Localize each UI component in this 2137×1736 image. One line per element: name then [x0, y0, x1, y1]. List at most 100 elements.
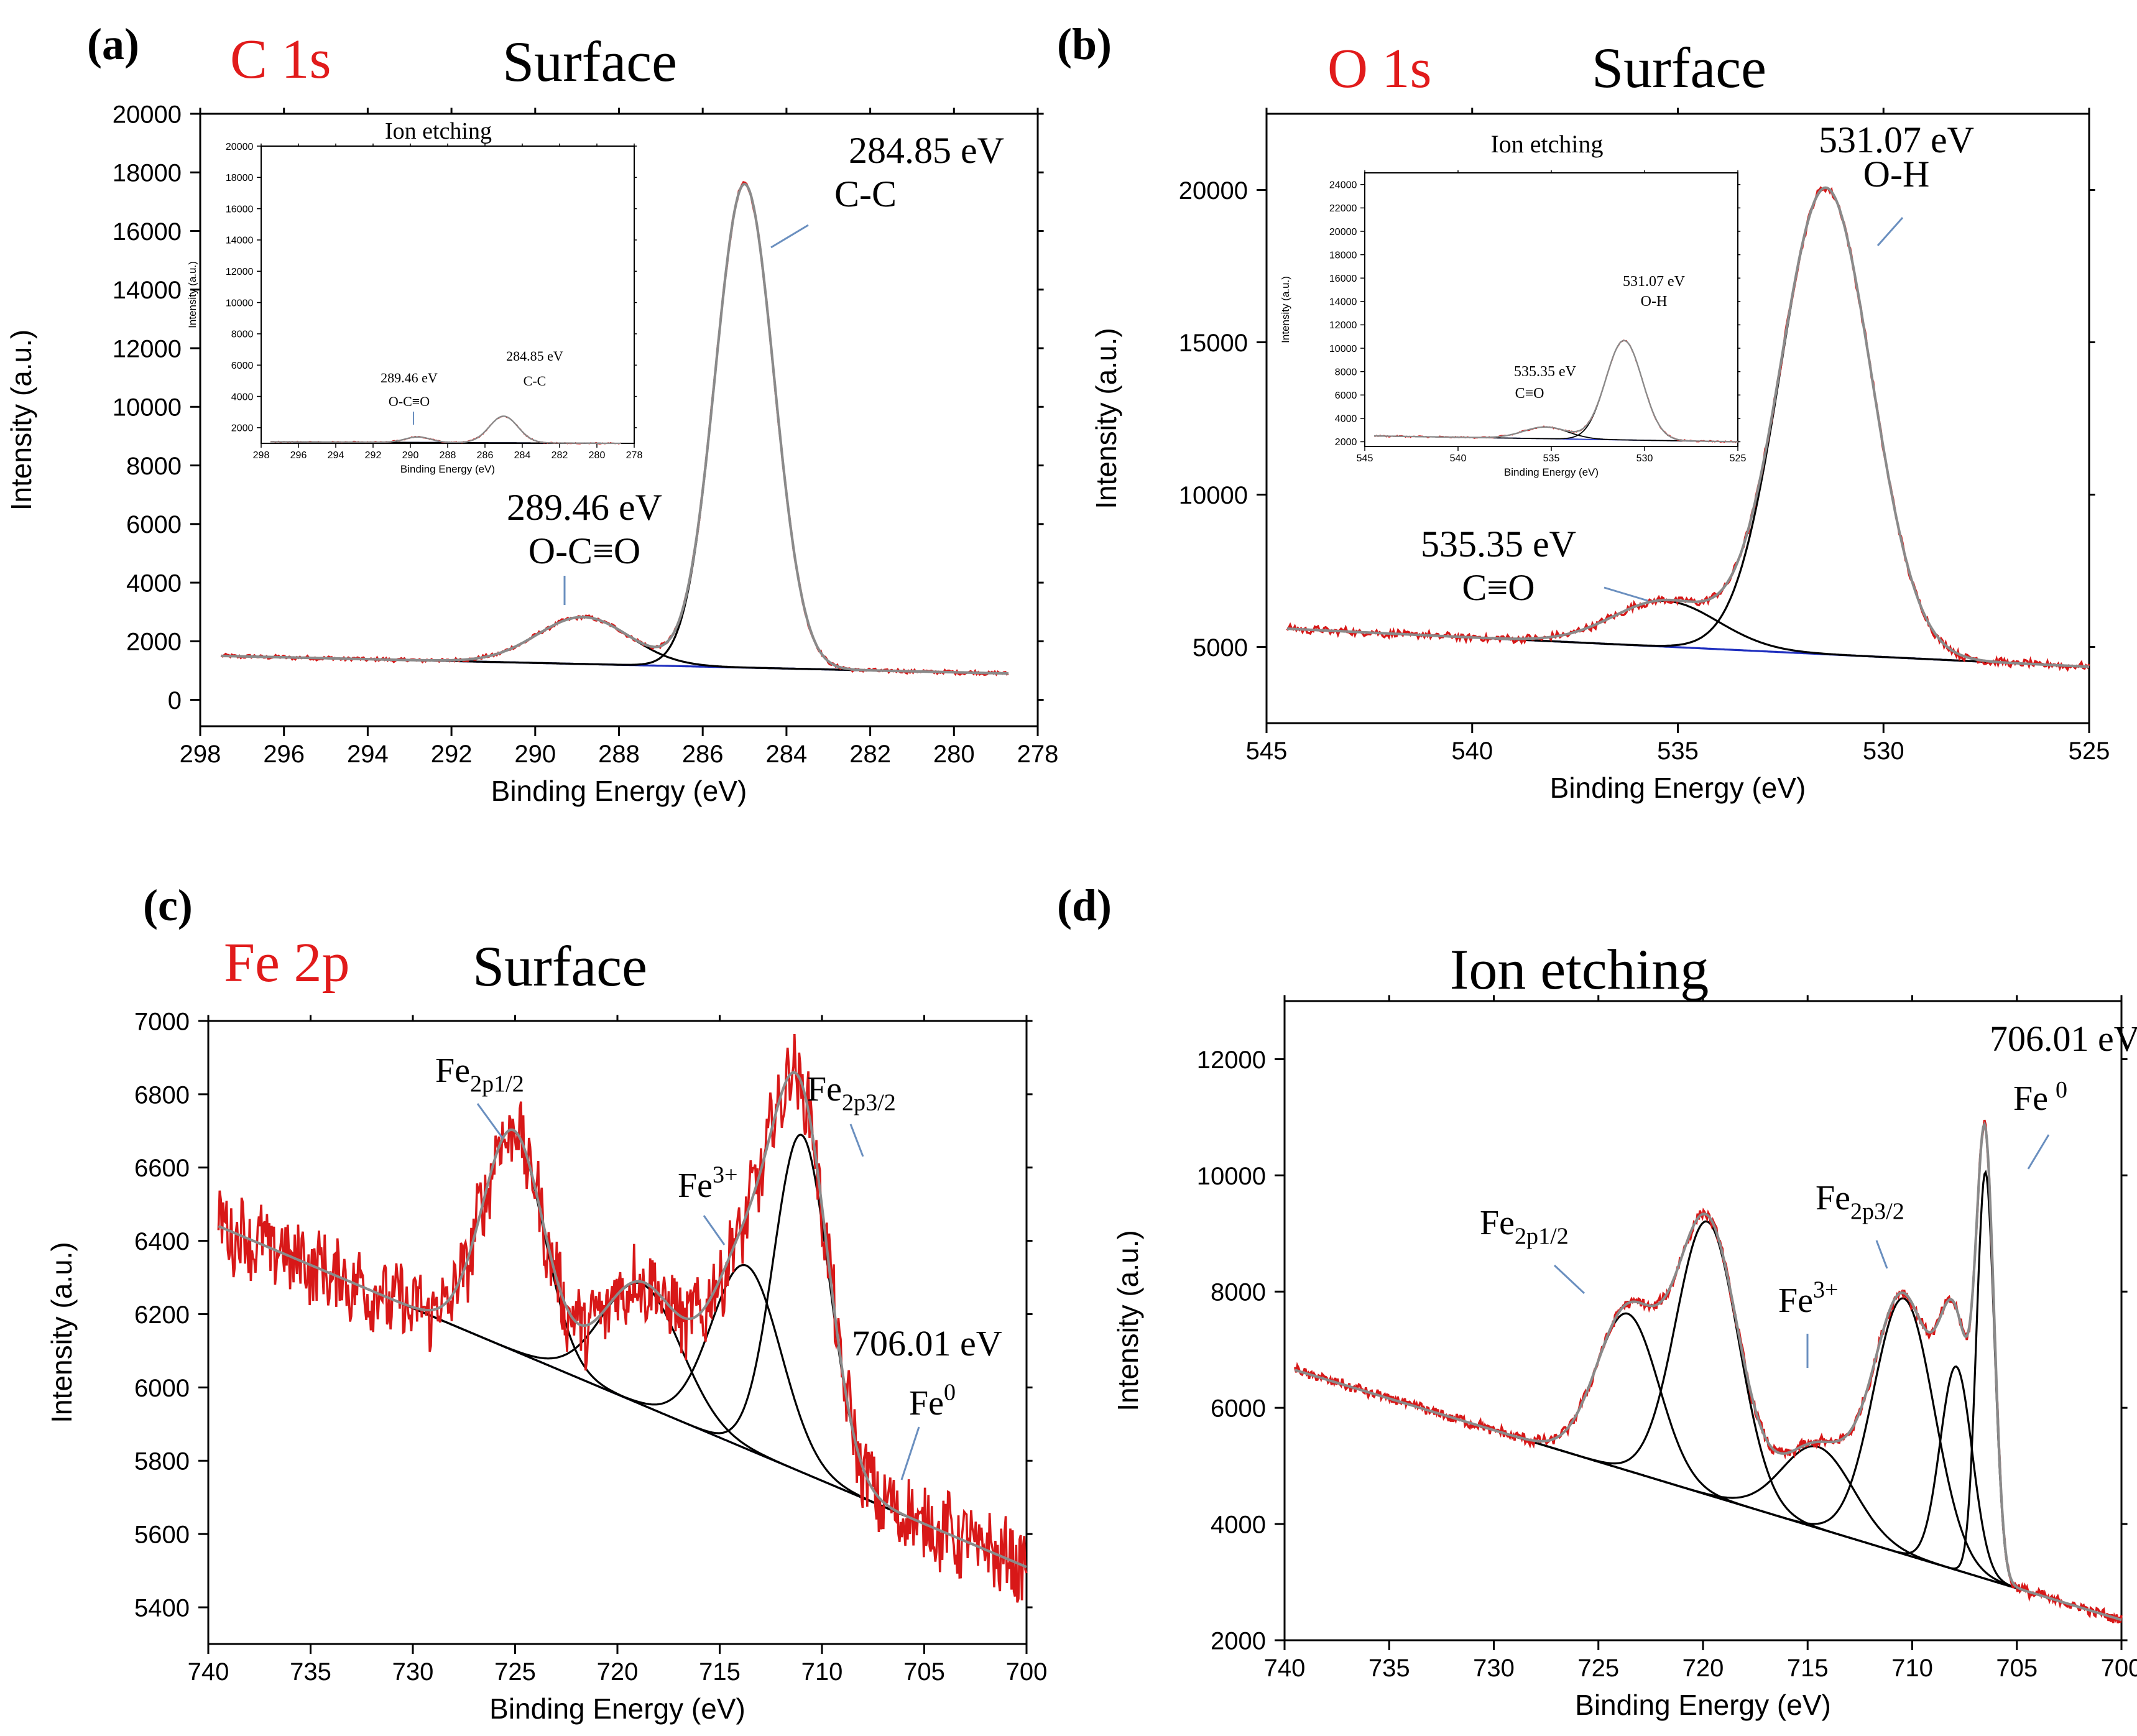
annotation-leader — [703, 1215, 726, 1245]
y-axis-label: Intensity (a.u.) — [1112, 1230, 1144, 1411]
y-tick-label: 20000 — [226, 142, 254, 152]
y-tick-label: 12000 — [226, 267, 254, 277]
y-tick-label: 12000 — [113, 335, 182, 362]
y-tick-label: 2000 — [231, 423, 254, 434]
inset-peak-energy: 289.46 eV — [381, 370, 438, 386]
panel-a-c1s: 298 296 294 292 290 288 286 284 282 280 278 0 2000 40… — [5, 19, 1058, 807]
annotation-leader — [1553, 1264, 1585, 1295]
x-tick-label: 278 — [1017, 741, 1059, 768]
inset-background — [259, 144, 637, 478]
x-tick-label: 292 — [431, 741, 473, 768]
x-tick-label: 715 — [699, 1658, 741, 1686]
x-tick-label: 296 — [290, 450, 307, 461]
y-tick-label: 14000 — [1329, 297, 1357, 308]
panel-label: (c) — [143, 880, 193, 930]
x-tick-label: 294 — [347, 741, 389, 768]
x-tick-label: 700 — [1006, 1658, 1048, 1686]
x-tick-label: 284 — [514, 450, 531, 461]
x-tick-label: 730 — [1473, 1655, 1515, 1682]
peak-label-fe3plus: Fe3+ — [678, 1161, 738, 1205]
y-tick-label: 6000 — [1211, 1395, 1266, 1423]
x-tick-label: 735 — [290, 1658, 331, 1686]
element-label: O 1s — [1327, 38, 1432, 99]
element-label: C 1s — [230, 29, 331, 90]
x-tick-label: 720 — [1682, 1655, 1724, 1682]
peak-bond-label: C-C — [834, 173, 897, 215]
annotation-leader — [849, 1124, 864, 1157]
x-tick-label: 730 — [392, 1658, 434, 1686]
y-tick-label: 6000 — [1335, 390, 1357, 401]
inset-title: Ion etching — [1490, 130, 1603, 158]
annotation-leader — [1876, 217, 1904, 246]
inset-peak-energy: 535.35 eV — [1514, 364, 1577, 380]
y-tick-label: 5800 — [134, 1448, 190, 1475]
y-tick-label: 10000 — [1179, 482, 1248, 509]
x-tick-label: 290 — [402, 450, 419, 461]
y-tick-label: 4000 — [1211, 1511, 1266, 1538]
x-tick-label: 298 — [253, 450, 270, 461]
element-label: Fe 2p — [224, 932, 350, 994]
annotation-leader — [900, 1426, 920, 1480]
y-tick-label: 6000 — [231, 361, 254, 371]
x-axis-label: Binding Energy (eV) — [1575, 1689, 1831, 1721]
inset-peak-bond: C≡O — [1515, 386, 1544, 402]
panel-title: Surface — [1592, 36, 1766, 99]
fit-envelope-line — [1295, 1120, 2122, 1622]
x-tick-label: 286 — [477, 450, 494, 461]
y-axis-label: Intensity (a.u.) — [5, 330, 37, 510]
inset-peak-energy: 531.07 eV — [1623, 274, 1686, 290]
y-tick-label: 8000 — [231, 330, 254, 340]
y-tick-label: 12000 — [1329, 320, 1357, 331]
peak-energy-label: 289.46 eV — [507, 487, 662, 528]
x-tick-label: 288 — [598, 741, 640, 768]
fit-envelope-line — [1374, 339, 1738, 443]
fit-envelope-line — [1287, 186, 2090, 668]
annotation-fe0-main: Fe — [2013, 1079, 2048, 1118]
x-tick-label: 294 — [328, 450, 344, 461]
y-tick-label: 4000 — [126, 570, 182, 597]
y-tick-label: 16000 — [113, 218, 182, 246]
annotation-fe0: Fe0 — [909, 1379, 956, 1423]
y-tick-label: 18000 — [226, 173, 254, 183]
inset-peak-energy: 284.85 eV — [506, 348, 563, 364]
peak-energy-label: 535.35 eV — [1421, 524, 1576, 565]
x-tick-label: 292 — [365, 450, 382, 461]
inset-peak-bond: C-C — [524, 373, 547, 389]
fit-envelope-line — [221, 182, 1008, 675]
x-tick-label: 278 — [626, 450, 643, 461]
y-tick-label: 5400 — [134, 1594, 190, 1622]
peak-bond-label: O-C≡O — [528, 530, 641, 571]
y-tick-label: 20000 — [113, 101, 182, 128]
x-tick-label: 545 — [1357, 453, 1373, 464]
panel-title: Surface — [502, 30, 677, 93]
x-tick-label: 710 — [801, 1658, 843, 1686]
x-tick-label: 740 — [1264, 1655, 1306, 1682]
x-axis-label: Binding Energy (eV) — [1504, 466, 1599, 478]
x-tick-label: 280 — [933, 741, 975, 768]
panel-b-o1s: 545 540 535 530 525 5000 10000 15000 20000 Bindin… — [1057, 19, 2110, 804]
y-tick-label: 6400 — [134, 1228, 190, 1255]
inset-peak-bond: O-H — [1641, 293, 1668, 310]
x-tick-label: 284 — [766, 741, 808, 768]
y-tick-label: 2000 — [1335, 437, 1357, 448]
x-axis-label: Binding Energy (eV) — [400, 463, 495, 475]
x-tick-label: 725 — [494, 1658, 536, 1686]
x-tick-label: 286 — [682, 741, 724, 768]
y-axis-label: Intensity (a.u.) — [1090, 328, 1122, 509]
x-tick-label: 535 — [1657, 737, 1699, 765]
measured-data-line — [217, 1034, 1028, 1603]
x-axis-label: Binding Energy (eV) — [1550, 772, 1806, 804]
x-tick-label: 715 — [1787, 1655, 1829, 1682]
y-tick-label: 15000 — [1179, 330, 1248, 357]
x-tick-label: 290 — [514, 741, 556, 768]
y-tick-label: 22000 — [1329, 203, 1357, 214]
measured-data-line — [1294, 1119, 2123, 1623]
y-tick-label: 6800 — [134, 1081, 190, 1109]
panel-title: Surface — [473, 935, 647, 998]
annotation-fe0-sup: 0 — [2056, 1077, 2067, 1103]
y-tick-label: 10000 — [1329, 344, 1357, 354]
x-tick-label: 545 — [1246, 737, 1288, 765]
y-tick-label: 2000 — [1211, 1627, 1266, 1655]
annotation-leader — [1604, 586, 1648, 602]
